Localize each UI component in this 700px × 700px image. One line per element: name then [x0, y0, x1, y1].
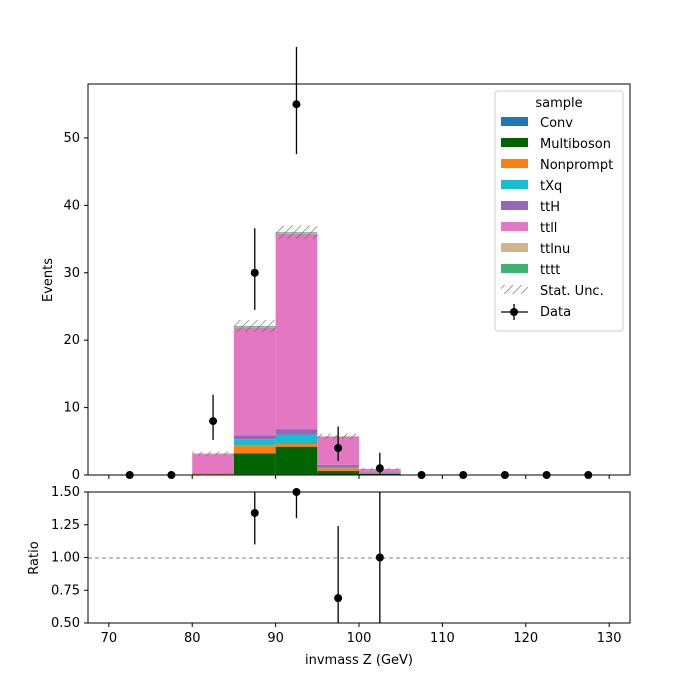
x-tick-label: 120: [513, 631, 538, 646]
legend-title: sample: [535, 96, 582, 111]
bar-multiboson: [359, 473, 401, 475]
y-tick-label: 20: [63, 333, 80, 348]
y-tick-label: 30: [63, 266, 80, 281]
bar-tth: [317, 464, 359, 467]
stacked-bars: [192, 232, 401, 475]
ratio-points: [250, 488, 384, 623]
legend-swatch: [501, 117, 528, 126]
x-tick-label: 110: [430, 631, 455, 646]
ratio-plot: 0.500.751.001.251.50 70 80 90 100 110 120 130 …: [27, 485, 631, 668]
legend-swatch: [501, 243, 528, 252]
y-tick-label: 0: [72, 468, 80, 483]
data-point: [334, 444, 343, 453]
bar-multiboson: [275, 446, 318, 475]
data-point: [375, 464, 384, 473]
bar-tth: [233, 435, 276, 440]
legend-label: ttH: [540, 200, 560, 215]
bar-nonprompt: [317, 468, 359, 471]
y-tick-label: 10: [63, 401, 80, 416]
bar-txq: [233, 439, 276, 446]
x-tick-label: 70: [101, 631, 118, 646]
ratio-point: [250, 508, 259, 517]
legend-swatch: [501, 138, 528, 147]
ratio-x-axis: 70 80 90 100 110 120 130: [101, 623, 622, 646]
stat-unc-band: [192, 451, 234, 456]
ratio-y-tick-label: 0.50: [51, 616, 80, 631]
main-x-ticks: [108, 475, 610, 479]
legend-label: tXq: [540, 179, 562, 194]
legend-swatch: [501, 159, 528, 168]
stat-unc-band: [275, 225, 318, 240]
bar-ttll: [275, 233, 318, 430]
legend-swatch: [501, 264, 528, 273]
legend-swatch: [501, 222, 528, 231]
legend-label: ttll: [540, 221, 557, 236]
bar-tth: [192, 472, 234, 474]
ratio-y-axis-label: Ratio: [27, 541, 42, 574]
legend-label: ttlnu: [540, 242, 570, 257]
main-y-axis-label: Events: [41, 258, 56, 302]
legend-data-marker: [510, 308, 518, 316]
ratio-y-tick-label: 1.25: [51, 518, 80, 533]
bar-txq: [275, 434, 318, 444]
bar-multiboson: [233, 453, 276, 475]
legend-label: Stat. Unc.: [540, 284, 604, 299]
bar-ttll: [233, 327, 276, 436]
ratio-y-tick-label: 0.75: [51, 583, 80, 598]
stat-unc-band: [233, 319, 276, 333]
ratio-point: [375, 553, 384, 562]
bar-txq: [317, 466, 359, 469]
data-point: [292, 100, 301, 109]
bar-ttll: [192, 454, 234, 473]
legend-swatch: [501, 285, 528, 294]
main-plot: 0 10 20 30 40 50 Events: [41, 46, 631, 483]
x-tick-label: 100: [347, 631, 372, 646]
y-tick-label: 40: [63, 198, 80, 213]
legend-swatch: [501, 201, 528, 210]
ratio-point: [334, 594, 343, 603]
bar-multiboson: [317, 470, 359, 475]
x-tick-label: 130: [597, 631, 622, 646]
bar-nonprompt: [233, 445, 276, 454]
x-tick-label: 90: [267, 631, 284, 646]
legend-label: Nonprompt: [540, 158, 613, 173]
legend-label: Data: [540, 305, 571, 320]
ratio-axes-frame: [87, 491, 631, 624]
x-tick-label: 80: [184, 631, 201, 646]
legend-swatch: [501, 180, 528, 189]
x-axis-label: invmass Z (GeV): [305, 653, 413, 668]
y-tick-label: 50: [63, 131, 80, 146]
ratio-y-axis: 0.50 0.75 1.00 1.25 1.50: [51, 485, 88, 631]
bar-nonprompt: [275, 443, 318, 447]
legend-label: tttt: [540, 263, 560, 278]
data-point: [250, 268, 259, 277]
data-point: [209, 417, 218, 426]
legend: sample Conv Multiboson Nonprompt tXq ttH ttll t…: [494, 90, 624, 332]
ratio-y-tick-label: 1.00: [51, 551, 80, 566]
legend-label: Multiboson: [540, 137, 611, 152]
main-y-axis: 0 10 20 30 40 50: [63, 131, 88, 483]
ratio-y-tick-label: 1.50: [51, 485, 80, 500]
bar-tth: [275, 429, 318, 435]
legend-label: Conv: [540, 116, 573, 131]
